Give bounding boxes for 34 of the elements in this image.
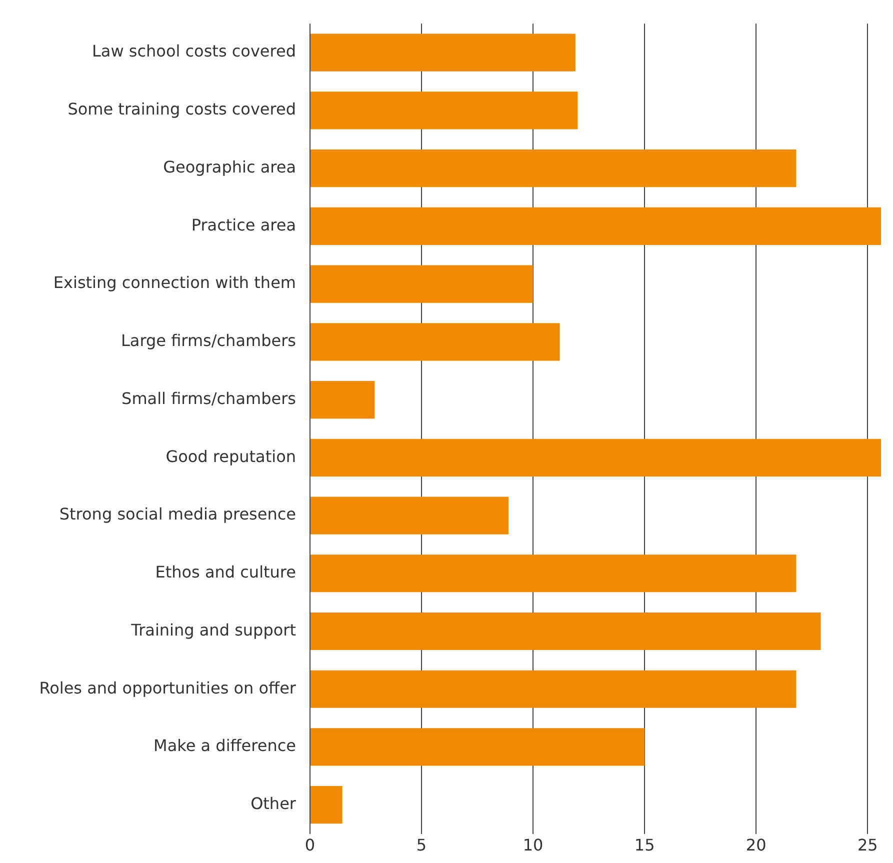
bar bbox=[310, 207, 881, 245]
y-tick-label: Good reputation bbox=[166, 446, 296, 466]
bar bbox=[310, 728, 645, 766]
y-tick-label: Make a difference bbox=[154, 736, 296, 756]
y-tick-label: Training and support bbox=[130, 620, 296, 640]
y-tick-label: Other bbox=[250, 794, 296, 814]
y-tick-label: Roles and opportunities on offer bbox=[39, 678, 296, 698]
bar bbox=[310, 670, 796, 708]
x-tick-label: 0 bbox=[304, 836, 316, 855]
bar bbox=[310, 554, 796, 592]
bar bbox=[310, 786, 342, 824]
y-tick-label: Geographic area bbox=[163, 157, 296, 176]
bar bbox=[310, 438, 881, 476]
bar bbox=[310, 265, 534, 303]
x-tick-label: 25 bbox=[857, 836, 878, 855]
y-tick-label: Ethos and culture bbox=[155, 562, 296, 582]
y-tick-label: Practice area bbox=[191, 215, 296, 234]
bar bbox=[310, 149, 796, 188]
y-tick-label: Strong social media presence bbox=[59, 504, 296, 524]
y-tick-label: Some training costs covered bbox=[68, 100, 296, 119]
x-tick-label: 20 bbox=[746, 836, 766, 855]
y-tick-label: Large firms/chambers bbox=[120, 331, 296, 350]
bar bbox=[310, 380, 375, 419]
bar bbox=[310, 92, 578, 130]
bar bbox=[310, 612, 821, 650]
y-tick-label: Small firms/chambers bbox=[122, 388, 296, 408]
x-tick-label: 5 bbox=[416, 836, 427, 855]
x-tick-label: 10 bbox=[522, 836, 544, 855]
y-tick-label: Law school costs covered bbox=[92, 42, 296, 61]
bar bbox=[310, 323, 560, 361]
x-tick-label: 15 bbox=[634, 836, 655, 855]
bar bbox=[310, 34, 576, 72]
y-tick-label: Existing connection with them bbox=[53, 273, 296, 292]
bar bbox=[310, 496, 509, 534]
